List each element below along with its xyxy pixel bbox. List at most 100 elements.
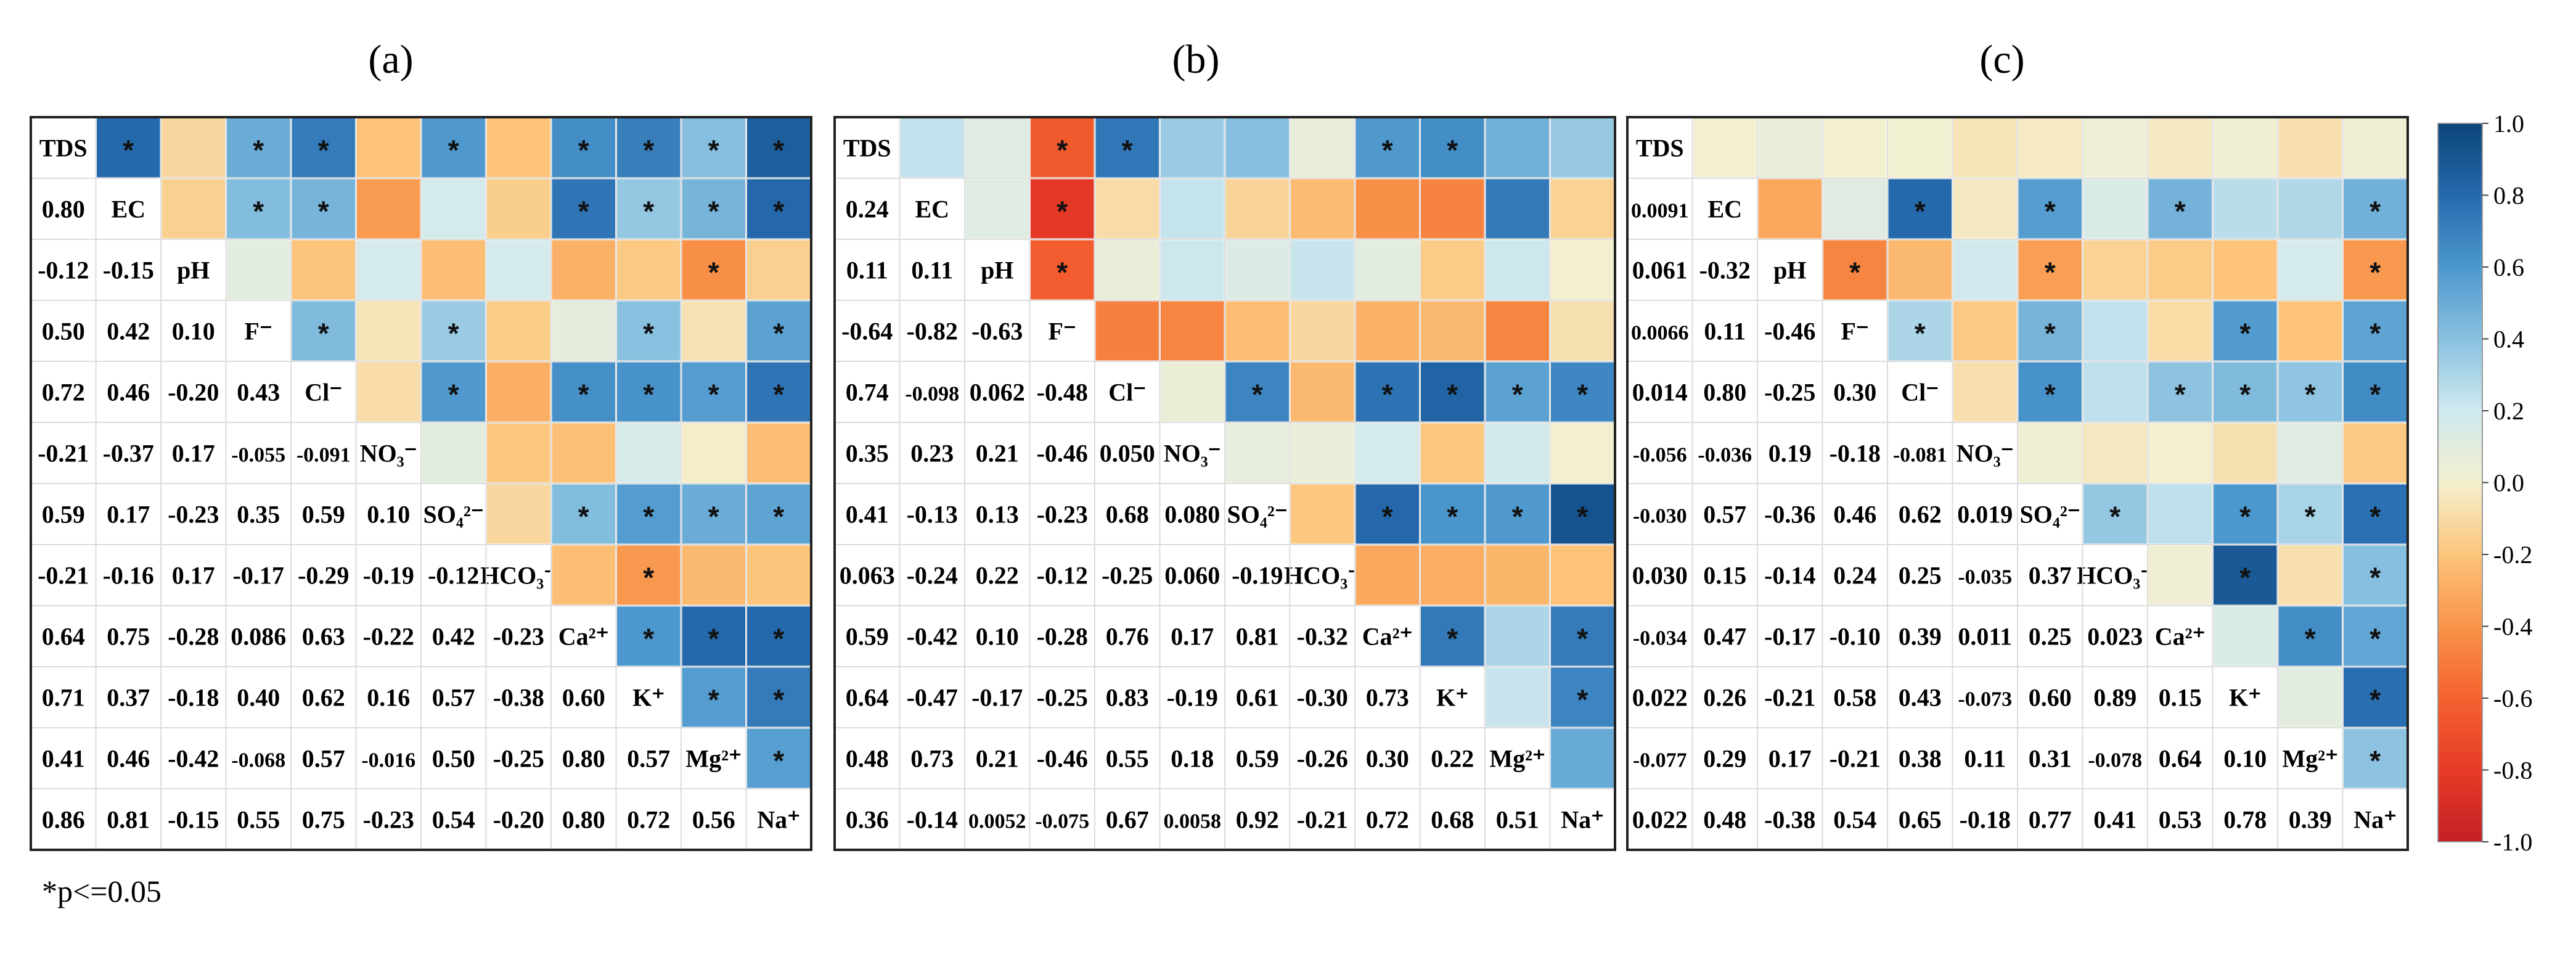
heatmap-cell [2276,665,2344,729]
variable-label: F⁻ [244,318,272,345]
heatmap-cell [615,604,682,668]
correlation-value: 0.56 [692,806,735,834]
significance-star: * [773,684,784,716]
correlation-value: 0.080 [1164,501,1220,529]
diagonal-cell [1159,421,1226,485]
variable-label: Na⁺ [757,806,800,834]
correlation-value: 0.65 [1899,806,1942,834]
heatmap-cell [745,543,812,607]
significance-star: * [773,318,784,350]
correlation-value: 0.57 [627,745,670,773]
correlation-value: -0.42 [907,623,958,651]
heatmap-cell [2016,238,2083,302]
panel-frame [1626,116,2409,851]
correlation-value: 0.57 [432,684,475,712]
heatmap-cell [95,116,162,179]
significance-star: * [708,623,719,655]
correlation-value: -0.21 [38,562,89,590]
significance-star: * [1577,623,1588,655]
heatmap-cell [1354,238,1421,302]
significance-star: * [2370,318,2381,350]
variable-label: Ca²⁺ [2155,623,2206,651]
correlation-value: 0.59 [42,501,85,529]
correlation-value: -0.28 [168,623,219,651]
panel-title: (a) [368,37,413,82]
heatmap-cell [1484,421,1551,485]
correlation-value: 0.11 [911,257,953,284]
correlation-value: 0.17 [107,501,150,529]
correlation-value: 0.72 [42,379,85,406]
correlation-value: -0.073 [1958,688,2012,711]
heatmap-cell [1224,299,1291,363]
diagonal-cell [1354,604,1421,668]
significance-star: * [2370,745,2381,777]
significance-star: * [643,501,654,533]
heatmap-cell [1354,299,1421,363]
correlation-value: 0.81 [1236,623,1279,651]
significance-star: * [708,257,719,289]
correlation-value: -0.15 [103,257,154,284]
significance-star: * [708,684,719,716]
correlation-value: 0.78 [2223,806,2267,834]
correlation-value: 0.41 [42,745,85,773]
correlation-value: -0.23 [363,806,414,834]
correlation-value: -0.12 [428,562,479,590]
correlation-value: 0.80 [1703,379,1746,406]
correlation-value: -0.12 [1037,562,1088,590]
significance-star: * [2239,501,2251,533]
diagonal-cell [833,116,901,179]
panel-title: (c) [1979,37,2024,82]
heatmap-cell [745,421,812,485]
heatmap-cell [2146,238,2214,302]
correlation-value: -0.36 [1764,501,1815,529]
significance-star: * [253,134,264,167]
heatmap-cell [1419,604,1486,668]
value-cell [1691,421,1759,485]
heatmap-cell [1484,604,1551,668]
heatmap-cell [1952,116,2019,179]
variable-label: TDS [39,134,88,162]
variable-label: Cl⁻ [1108,379,1146,406]
significance-star: * [253,196,264,228]
value-cell [1756,360,1823,424]
heatmap-cell [2276,177,2344,241]
significance-star: * [643,196,654,228]
heatmap-cell [2146,482,2214,546]
correlation-value: -0.21 [1830,745,1881,773]
heatmap-cell [160,177,227,241]
correlation-value: -0.056 [1633,444,1687,467]
correlation-value: 0.062 [970,379,1025,406]
correlation-value: -0.29 [298,562,349,590]
correlation-value: -0.32 [1699,257,1751,284]
heatmap-cell [225,177,292,241]
correlation-value: 0.55 [237,806,280,834]
heatmap-cell [2146,116,2214,179]
correlation-value: -0.16 [103,562,154,590]
heatmap-cell [2016,421,2083,485]
significance-star: * [2305,379,2316,411]
value-cell [1224,726,1291,790]
correlation-value: 0.25 [1899,562,1942,590]
significance-star: * [1382,379,1393,411]
correlation-value: -0.32 [1297,623,1348,651]
heatmap-cell [615,238,682,302]
correlation-value: 0.17 [172,562,215,590]
correlation-value: 0.81 [107,806,150,834]
heatmap-cell [2082,177,2149,241]
correlation-value: 0.061 [1632,257,1688,284]
heatmap-cell [1484,665,1551,729]
correlation-value: -0.25 [1764,379,1815,406]
significance-star: * [1512,379,1523,411]
colorbar-tick-label: 0.0 [2493,469,2524,497]
correlation-value: -0.30 [1297,684,1348,712]
correlation-value: 0.38 [1899,745,1942,773]
heatmap-cell [1289,238,1356,302]
significance-star: * [1849,257,1860,289]
heatmap-cell [355,238,422,302]
heatmap-cell [2342,360,2409,424]
heatmap-cell [1289,360,1356,424]
heatmap-cell [1691,116,1759,179]
correlation-value: -0.38 [1764,806,1815,834]
heatmap-cell [2146,360,2214,424]
correlation-value: 0.53 [2159,806,2202,834]
